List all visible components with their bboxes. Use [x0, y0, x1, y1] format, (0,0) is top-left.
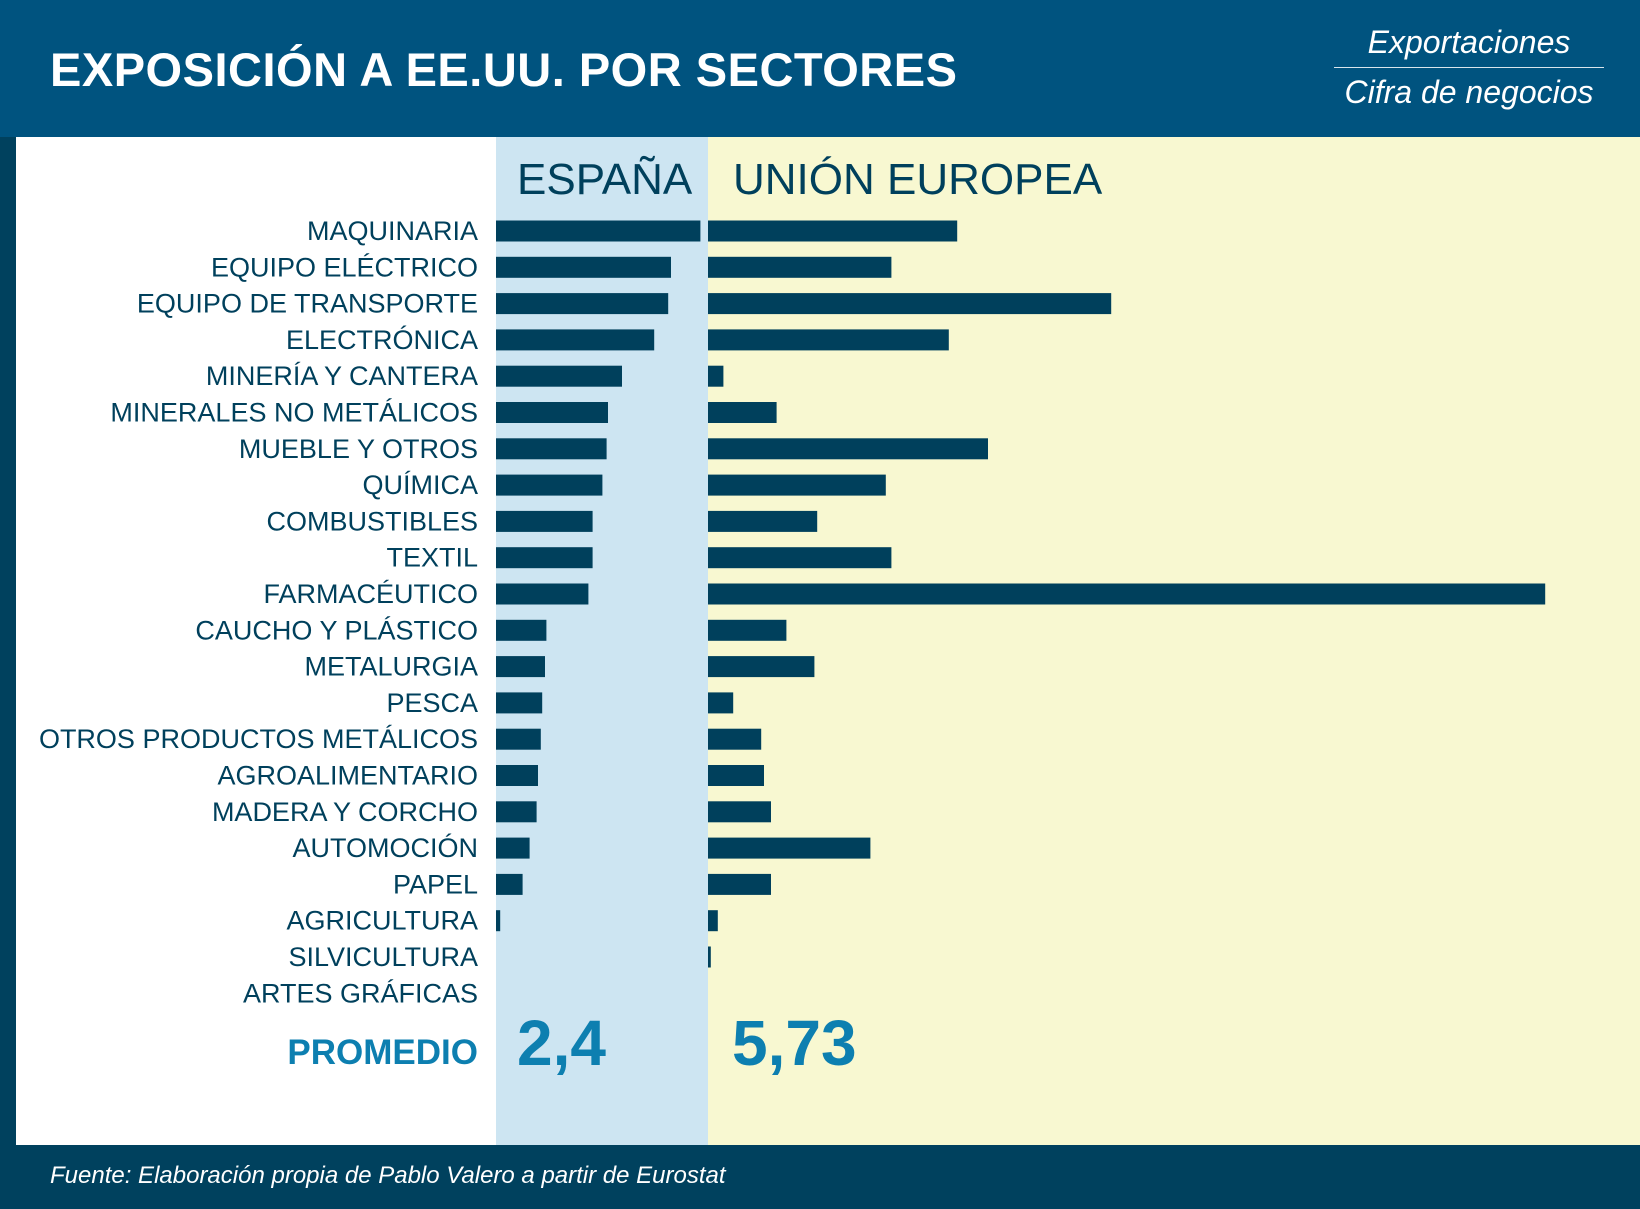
bar-eu-agricultura: [708, 910, 718, 932]
category-label-caucho-y-plastico: CAUCHO Y PLÁSTICO: [195, 615, 478, 645]
category-label-silvicultura: SILVICULTURA: [288, 942, 478, 972]
bar-eu-textil: [708, 547, 892, 569]
bar-eu-otros-productos-metalicos: [708, 728, 762, 750]
category-label-equipo-de-transporte: EQUIPO DE TRANSPORTE: [137, 289, 478, 319]
bar-spain-caucho-y-plastico: [496, 619, 547, 641]
category-label-minerales-no-metalicos: MINERALES NO METÁLICOS: [110, 398, 478, 428]
bar-eu-equipo-de-transporte: [708, 293, 1112, 315]
category-label-electronica: ELECTRÓNICA: [286, 324, 478, 355]
bar-eu-mueble-y-otros: [708, 438, 988, 460]
bar-spain-farmaceutico: [496, 583, 589, 605]
bar-spain-automocion: [496, 837, 530, 859]
bar-spain-metalurgia: [496, 656, 545, 678]
category-label-textil: TEXTIL: [386, 543, 478, 573]
bar-spain-madera-y-corcho: [496, 801, 537, 823]
bar-spain-mueble-y-otros: [496, 438, 607, 460]
bar-eu-automocion: [708, 837, 871, 859]
bar-eu-pesca: [708, 692, 734, 714]
source-note: Fuente: Elaboración propia de Pablo Vale…: [50, 1162, 726, 1189]
category-label-madera-y-corcho: MADERA Y CORCHO: [212, 797, 478, 827]
eu-column-bg: [708, 137, 1640, 1145]
ratio-divider: [1334, 67, 1604, 68]
average-label: PROMEDIO: [287, 1033, 478, 1072]
category-label-agricultura: AGRICULTURA: [286, 906, 478, 936]
bar-spain-papel: [496, 873, 523, 895]
bar-eu-mineria-y-cantera: [708, 365, 724, 387]
category-label-mueble-y-otros: MUEBLE Y OTROS: [239, 434, 478, 464]
bar-spain-pesca: [496, 692, 543, 714]
category-label-metalurgia: METALURGIA: [304, 652, 478, 682]
chart-title: EXPOSICIÓN A EE.UU. POR SECTORES: [50, 43, 958, 96]
average-value-spain: 2,4: [517, 1007, 606, 1079]
category-label-combustibles: COMBUSTIBLES: [266, 506, 478, 536]
ratio-legend: Exportaciones Cifra de negocios: [1334, 22, 1604, 112]
average-value-eu: 5,73: [732, 1007, 857, 1079]
bar-spain-textil: [496, 547, 593, 569]
bar-eu-electronica: [708, 329, 949, 351]
bar-spain-equipo-electrico: [496, 256, 671, 278]
bar-spain-minerales-no-metalicos: [496, 402, 608, 423]
bar-eu-combustibles: [708, 510, 818, 532]
bar-spain-agricultura: [496, 910, 501, 932]
bar-eu-quimica: [708, 474, 886, 496]
bar-spain-quimica: [496, 474, 603, 496]
category-label-farmaceutico: FARMACÉUTICO: [263, 579, 478, 609]
bar-eu-metalurgia: [708, 656, 815, 678]
bar-spain-equipo-de-transporte: [496, 293, 669, 315]
bar-spain-mineria-y-cantera: [496, 365, 622, 387]
series-header-spain: ESPAÑA: [517, 154, 693, 204]
bar-eu-caucho-y-plastico: [708, 619, 787, 641]
spain-column-bg: [496, 137, 708, 1145]
chart-panel: ESPAÑA UNIÓN EUROPEA MAQUINARIA EQUIPO ELÉC…: [16, 137, 1640, 1145]
ratio-numerator: Exportaciones: [1367, 24, 1571, 60]
bar-eu-madera-y-corcho: [708, 801, 771, 823]
bar-spain-electronica: [496, 329, 655, 351]
bar-eu-equipo-electrico: [708, 256, 892, 278]
bar-eu-maquinaria: [708, 220, 958, 242]
series-header-eu: UNIÓN EUROPEA: [733, 155, 1103, 204]
bar-eu-papel: [708, 873, 771, 895]
category-label-equipo-electrico: EQUIPO ELÉCTRICO: [211, 252, 478, 282]
category-label-maquinaria: MAQUINARIA: [307, 216, 478, 246]
category-label-agroalimentario: AGROALIMENTARIO: [217, 761, 478, 791]
bar-spain-combustibles: [496, 510, 593, 532]
ratio-denominator: Cifra de negocios: [1344, 74, 1594, 110]
category-label-pesca: PESCA: [386, 688, 478, 718]
bar-eu-agroalimentario: [708, 765, 764, 786]
bar-spain-agroalimentario: [496, 765, 538, 786]
bar-chart: ESPAÑA UNIÓN EUROPEA MAQUINARIA EQUIPO ELÉC…: [39, 137, 1640, 1145]
category-label-artes-graficas: ARTES GRÁFICAS: [243, 978, 478, 1008]
bar-eu-farmaceutico: [708, 583, 1546, 605]
category-label-mineria-y-cantera: MINERÍA Y CANTERA: [206, 361, 478, 391]
category-label-otros-productos-metalicos: OTROS PRODUCTOS METÁLICOS: [39, 724, 478, 754]
category-label-automocion: AUTOMOCIÓN: [292, 832, 478, 863]
bar-spain-maquinaria: [496, 220, 701, 242]
category-label-papel: PAPEL: [393, 869, 478, 899]
bar-spain-otros-productos-metalicos: [496, 728, 541, 750]
header-bar: EXPOSICIÓN A EE.UU. POR SECTORES Exporta…: [0, 0, 1640, 137]
bar-eu-minerales-no-metalicos: [708, 402, 777, 423]
bar-eu-silvicultura: [708, 946, 711, 968]
category-label-quimica: QUÍMICA: [362, 470, 478, 500]
